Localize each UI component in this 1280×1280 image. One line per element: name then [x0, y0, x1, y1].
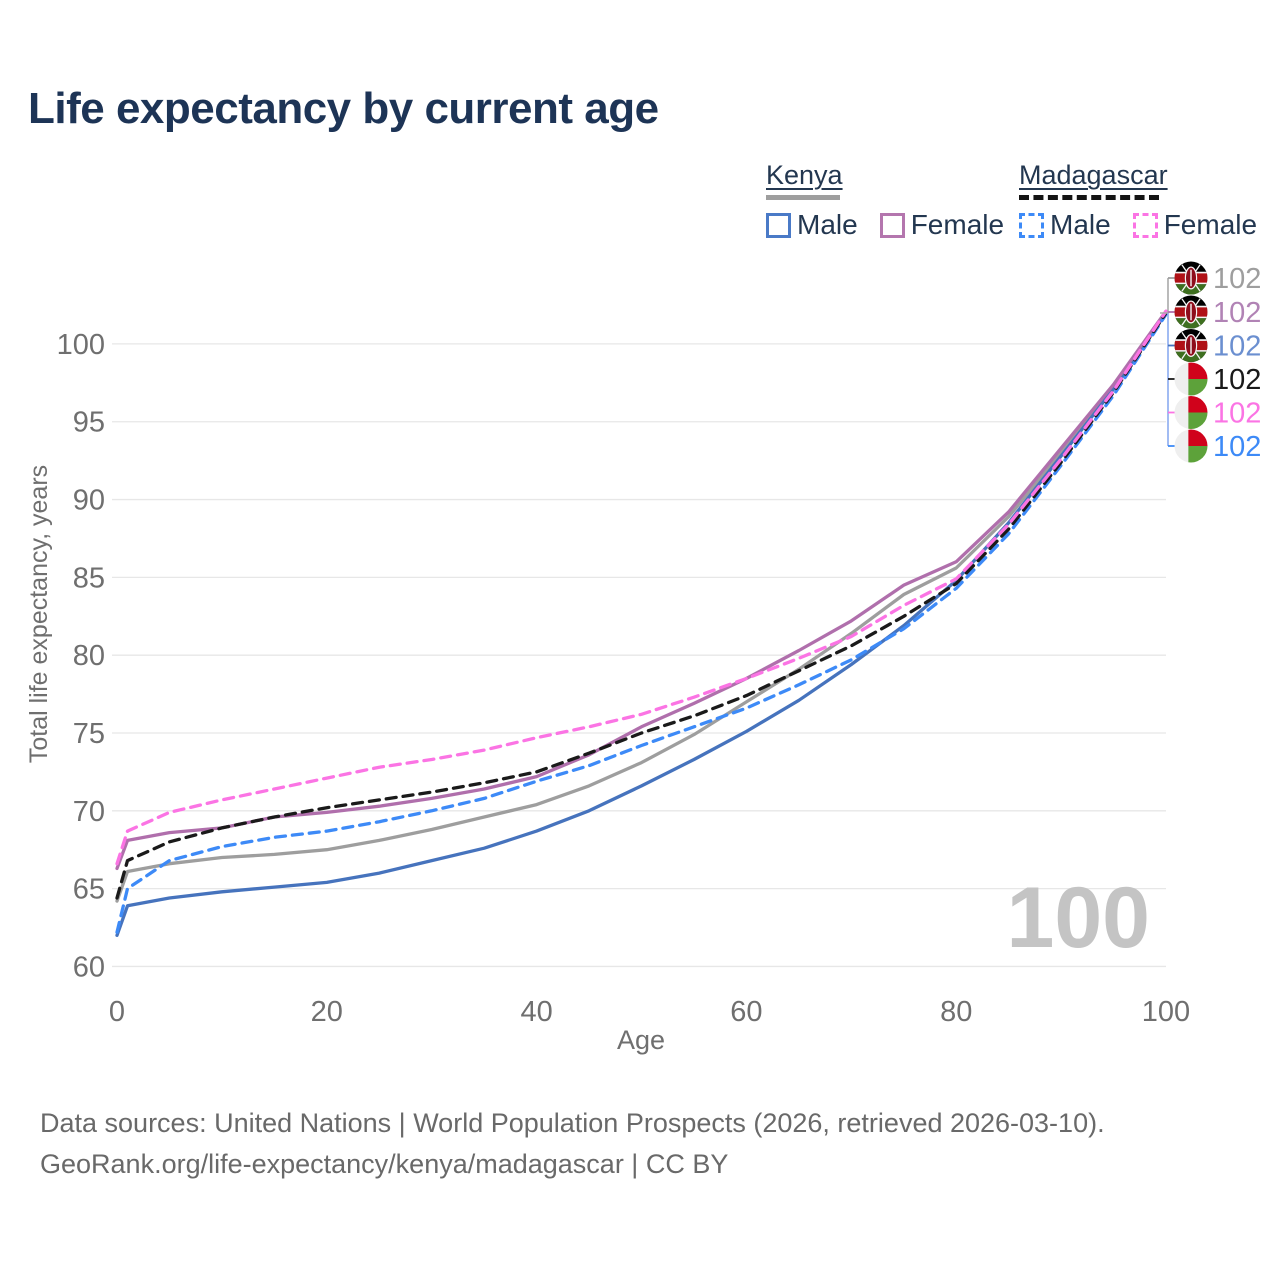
y-tick-label-75: 75 — [73, 718, 105, 750]
madagascar-male-swatch — [1019, 212, 1044, 238]
y-tick-label-70: 70 — [73, 796, 105, 828]
band-red — [1188, 362, 1208, 379]
kenya-line-style-sample — [766, 195, 840, 200]
x-tick-label-0: 0 — [109, 996, 125, 1028]
band-red — [1188, 429, 1208, 446]
legend-item-madagascar-male[interactable]: Male — [1019, 209, 1111, 241]
end-label-kenya-female: 102 — [1213, 297, 1261, 329]
band-green — [1188, 412, 1208, 429]
legend-group-kenya: Kenya Male Female — [766, 160, 1004, 241]
madagascar-line-style-sample — [1019, 195, 1159, 200]
leader-line-kenya — [1160, 278, 1169, 314]
kenya-flag-bands — [1174, 261, 1208, 295]
end-label-madagascar-total: 102 — [1213, 364, 1261, 396]
madagascar-flag-icon — [1174, 396, 1208, 429]
y-tick-label-90: 90 — [73, 485, 105, 517]
kenya-male-swatch — [766, 212, 791, 238]
series-line-madagascar-male[interactable] — [115, 312, 1168, 934]
x-tick-label-20: 20 — [311, 996, 343, 1028]
madagascar-flag-icon — [1174, 362, 1208, 396]
y-axis-title: Total life expectancy, years — [25, 465, 53, 763]
kenya-flag-icon — [1174, 295, 1208, 329]
data-sources-text: Data sources: United Nations | World Pop… — [40, 1108, 1105, 1138]
madagascar-flag-bands — [1174, 396, 1208, 429]
legend: Kenya Male Female Madagascar Male Female — [0, 160, 1280, 250]
x-axis-title: Age — [617, 1025, 665, 1055]
current-age-watermark: 100 — [1007, 870, 1151, 966]
series-line-madagascar-total[interactable] — [115, 311, 1168, 900]
legend-country-madagascar: Madagascar — [1019, 160, 1168, 190]
kenya-flag-bands — [1174, 329, 1208, 362]
madagascar-flag-icon — [1174, 429, 1208, 463]
x-tick-label-80: 80 — [940, 996, 972, 1028]
y-tick-label-85: 85 — [73, 562, 105, 594]
madagascar-female-swatch — [1132, 212, 1158, 238]
madagascar-flag-bands — [1174, 362, 1208, 396]
kenya-flag-icon — [1174, 329, 1208, 362]
y-tick-label-80: 80 — [73, 640, 105, 672]
x-tick-label-60: 60 — [730, 996, 762, 1028]
band-white — [1174, 362, 1189, 396]
kenya-flag-icon — [1174, 261, 1208, 295]
legend-group-madagascar: Madagascar Male Female — [1019, 160, 1257, 241]
end-label-kenya-total: 102 — [1213, 263, 1261, 295]
y-tick-label-95: 95 — [73, 407, 105, 439]
legend-item-madagascar-female[interactable]: Female — [1132, 209, 1258, 241]
x-tick-label-100: 100 — [1142, 996, 1190, 1028]
legend-item-kenya-female[interactable]: Female — [879, 209, 1005, 241]
kenya-female-swatch — [879, 212, 905, 238]
end-label-kenya-male: 102 — [1213, 331, 1261, 363]
end-label-madagascar-female: 102 — [1213, 398, 1261, 430]
legend-label-kenya-female: Female — [910, 209, 1005, 240]
band-green — [1188, 379, 1208, 396]
legend-country-kenya: Kenya — [766, 160, 843, 190]
series-line-kenya-male[interactable] — [115, 311, 1168, 937]
series-line-kenya-total[interactable] — [115, 311, 1168, 903]
legend-label-kenya-male: Male — [797, 209, 858, 240]
legend-label-madagascar-female: Female — [1163, 209, 1258, 240]
y-tick-label-100: 100 — [57, 329, 105, 361]
band-white — [1174, 429, 1189, 463]
kenya-flag-bands — [1174, 295, 1208, 329]
x-tick-label-40: 40 — [520, 996, 552, 1028]
band-red — [1188, 396, 1208, 413]
series-line-madagascar-female[interactable] — [115, 309, 1168, 866]
y-tick-label-65: 65 — [73, 874, 105, 906]
madagascar-flag-bands — [1174, 429, 1208, 463]
chart-title: Life expectancy by current age — [28, 84, 659, 133]
band-green — [1188, 446, 1208, 463]
series-line-kenya-female[interactable] — [115, 309, 1168, 871]
end-label-madagascar-male: 102 — [1213, 431, 1261, 463]
band-white — [1174, 396, 1189, 429]
legend-label-madagascar-male: Male — [1050, 209, 1111, 240]
y-tick-label-60: 60 — [73, 951, 105, 983]
legend-item-kenya-male[interactable]: Male — [766, 209, 858, 241]
georank-attribution-text: GeoRank.org/life-expectancy/kenya/madaga… — [40, 1149, 729, 1179]
